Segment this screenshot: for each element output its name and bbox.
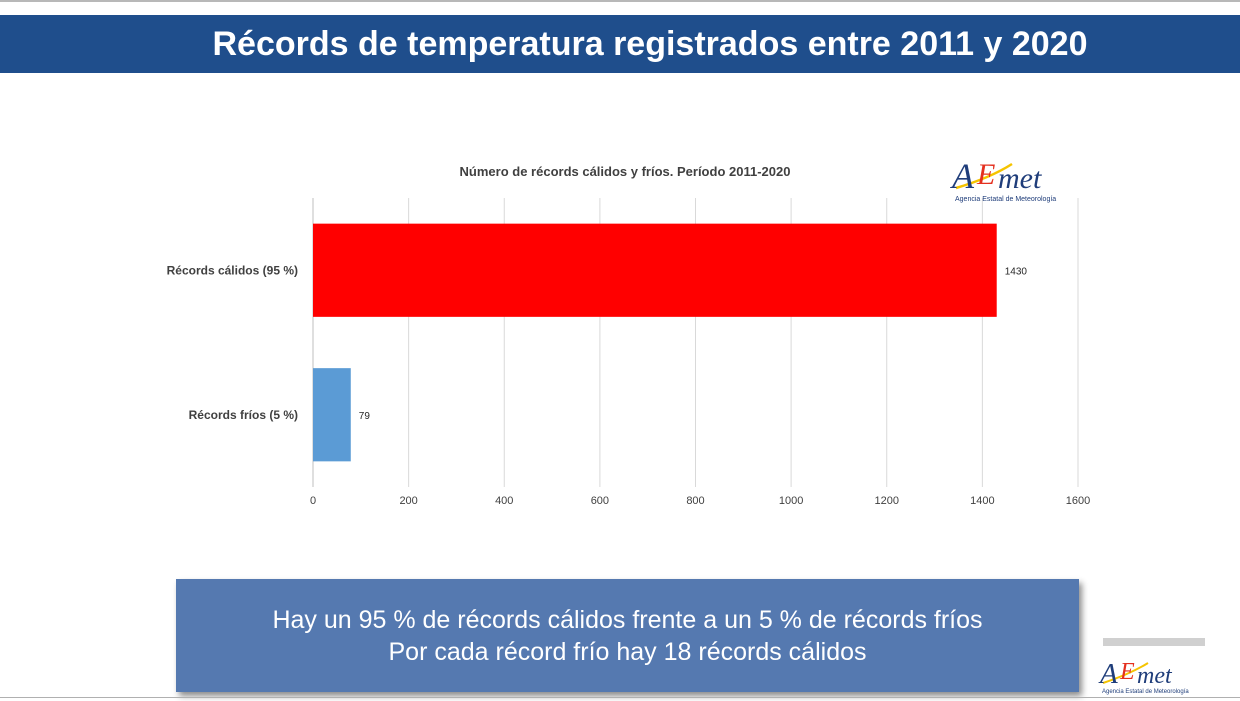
- bar-records-calidos: [313, 223, 997, 317]
- logo-letter-a-small: A: [1098, 658, 1118, 688]
- data-label-1: 79: [359, 411, 371, 422]
- aemet-logo-top: A E met Agencia Estatal de Meteorología: [950, 150, 1070, 208]
- logo-letter-e: E: [976, 158, 995, 191]
- bar-records-frios: [313, 368, 351, 462]
- summary-line-2: Por cada récord frío hay 18 récords cáli…: [388, 637, 867, 666]
- logo-word-met: met: [998, 162, 1042, 195]
- logo-swoosh: [955, 162, 1013, 190]
- x-tick-label-800: 800: [686, 495, 704, 507]
- aemet-logo-bottom: A E met Agencia Estatal de Meteorología: [1098, 652, 1198, 697]
- category-label-0: Récords cálidos (95 %): [167, 263, 298, 277]
- bars-layer: [313, 223, 997, 462]
- logo-caption: Agencia Estatal de Meteorología: [955, 196, 1057, 203]
- x-tick-label-400: 400: [495, 495, 513, 507]
- logo-swoosh-small: [1102, 662, 1149, 684]
- logo-caption-small: Agencia Estatal de Meteorología: [1102, 689, 1189, 695]
- summary-line-1: Hay un 95 % de récords cálidos frente a …: [272, 605, 983, 634]
- decorative-gray-bar: [1103, 638, 1205, 646]
- logo-word-met-small: met: [1137, 663, 1173, 688]
- logo-letter-a: A: [950, 156, 975, 195]
- x-tick-label-1600: 1600: [1066, 495, 1090, 507]
- labels-layer: 0 200 400 600 800 1000 1200 1400 1600 Récords cál…: [167, 263, 1091, 507]
- bottom-border-line: [0, 697, 1240, 698]
- x-tick-label-1000: 1000: [779, 495, 803, 507]
- category-label-1: Récords fríos (5 %): [189, 408, 298, 422]
- bar-chart: 0 200 400 600 800 1000 1200 1400 1600 Récords cál…: [167, 164, 1091, 507]
- x-tick-label-600: 600: [591, 495, 609, 507]
- top-border-line: [0, 0, 1240, 2]
- slide-title: Récords de temperatura registrados entre…: [0, 15, 1240, 73]
- x-tick-label-0: 0: [310, 495, 316, 507]
- x-tick-label-200: 200: [399, 495, 417, 507]
- logo-letter-e-small: E: [1119, 659, 1135, 685]
- chart-title: Número de récords cálidos y fríos. Perío…: [460, 164, 791, 179]
- summary-box: Hay un 95 % de récords cálidos frente a …: [176, 579, 1079, 692]
- x-tick-label-1400: 1400: [970, 495, 994, 507]
- x-tick-label-1200: 1200: [875, 495, 899, 507]
- data-label-0: 1430: [1005, 266, 1028, 277]
